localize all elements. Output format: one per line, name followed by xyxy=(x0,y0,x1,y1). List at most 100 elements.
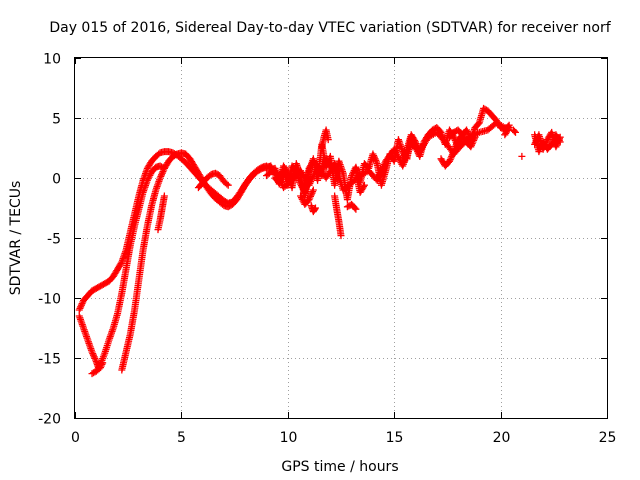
data-point xyxy=(413,141,421,149)
data-point xyxy=(474,120,482,128)
data-point xyxy=(399,153,407,161)
y-tick-label: -10 xyxy=(38,292,61,308)
data-point xyxy=(448,152,456,160)
data-point xyxy=(159,168,167,176)
data-point xyxy=(552,143,560,151)
data-point xyxy=(324,136,332,144)
data-point xyxy=(156,174,164,182)
data-point xyxy=(89,350,97,358)
data-point xyxy=(306,194,314,202)
x-tick-label: 10 xyxy=(280,430,298,446)
data-point xyxy=(549,137,557,145)
grid xyxy=(75,58,607,418)
data-point xyxy=(548,139,556,147)
data-point xyxy=(224,181,232,189)
y-tick-labels: -20 -15 -10 -5 0 5 10 xyxy=(38,52,61,428)
data-point xyxy=(402,148,410,156)
x-tick-label: 0 xyxy=(71,430,80,446)
data-point xyxy=(446,156,454,164)
data-point xyxy=(518,152,526,160)
data-point xyxy=(158,169,166,177)
data-point xyxy=(414,143,422,151)
data-point xyxy=(556,138,564,146)
data-point xyxy=(415,146,423,154)
data-point xyxy=(88,348,96,356)
data-point xyxy=(511,128,519,136)
data-point xyxy=(370,152,378,160)
y-tick-label: -20 xyxy=(38,412,61,428)
data-point xyxy=(97,364,105,372)
x-tick-label: 20 xyxy=(493,430,511,446)
data-point xyxy=(369,150,377,158)
chart-title: Day 015 of 2016, Sidereal Day-to-day VTE… xyxy=(49,20,611,36)
data-point xyxy=(117,259,125,267)
data-point xyxy=(505,124,513,132)
data-point xyxy=(468,140,476,148)
data-point xyxy=(401,150,409,158)
data-point xyxy=(371,155,379,163)
data-point xyxy=(92,356,100,364)
data-point xyxy=(370,153,378,161)
data-point xyxy=(463,128,471,136)
data-point xyxy=(399,155,407,163)
data-point xyxy=(89,351,97,359)
data-point xyxy=(414,144,422,152)
data-point xyxy=(78,300,86,308)
x-tick-label: 15 xyxy=(386,430,404,446)
data-point xyxy=(447,154,455,162)
data-point xyxy=(468,141,476,149)
data-point xyxy=(372,156,380,164)
data-point xyxy=(448,151,456,159)
data-point xyxy=(337,232,345,240)
data-point xyxy=(76,304,84,312)
data-point xyxy=(372,158,380,166)
data-point xyxy=(416,148,424,156)
data-point xyxy=(75,306,83,314)
y-tick-label: -5 xyxy=(47,232,61,248)
y-tick-label: 5 xyxy=(52,112,61,128)
x-tick-label: 5 xyxy=(177,430,186,446)
data-point xyxy=(360,183,368,191)
data-point xyxy=(157,172,165,180)
data-point xyxy=(411,137,419,145)
x-tick-label: 25 xyxy=(599,430,617,446)
axis-ticks xyxy=(75,58,608,419)
data-point xyxy=(308,189,316,197)
data-point xyxy=(307,191,315,199)
data-point xyxy=(469,138,477,146)
data-point xyxy=(411,138,419,146)
data-point xyxy=(77,301,85,309)
data-point xyxy=(470,136,478,144)
data-point xyxy=(99,359,107,367)
data-point xyxy=(309,188,317,196)
data-point xyxy=(463,126,471,134)
data-point xyxy=(510,127,518,135)
data-point xyxy=(158,171,166,179)
data-point xyxy=(160,166,168,174)
data-point xyxy=(412,140,420,148)
data-point xyxy=(98,360,106,368)
data-point xyxy=(306,192,314,200)
data-point xyxy=(311,205,319,213)
data-point xyxy=(223,180,231,188)
data-point xyxy=(352,205,360,213)
data-point xyxy=(553,141,561,149)
data-point xyxy=(449,149,457,157)
data-point xyxy=(305,196,313,204)
data-point xyxy=(309,186,317,194)
plot-frame xyxy=(74,57,608,419)
y-tick-label: 0 xyxy=(52,172,61,188)
data-point xyxy=(536,144,544,152)
y-axis-label: SDTVAR / TECUs xyxy=(8,181,24,296)
data-point xyxy=(326,162,334,170)
data-point xyxy=(467,143,475,151)
data-point xyxy=(535,148,543,156)
data-point xyxy=(91,354,99,362)
data-point xyxy=(360,181,368,189)
data-series-norf xyxy=(75,104,564,378)
data-point xyxy=(402,147,410,155)
data-point xyxy=(400,152,408,160)
y-tick-label: 10 xyxy=(43,52,61,68)
data-point xyxy=(470,135,478,143)
